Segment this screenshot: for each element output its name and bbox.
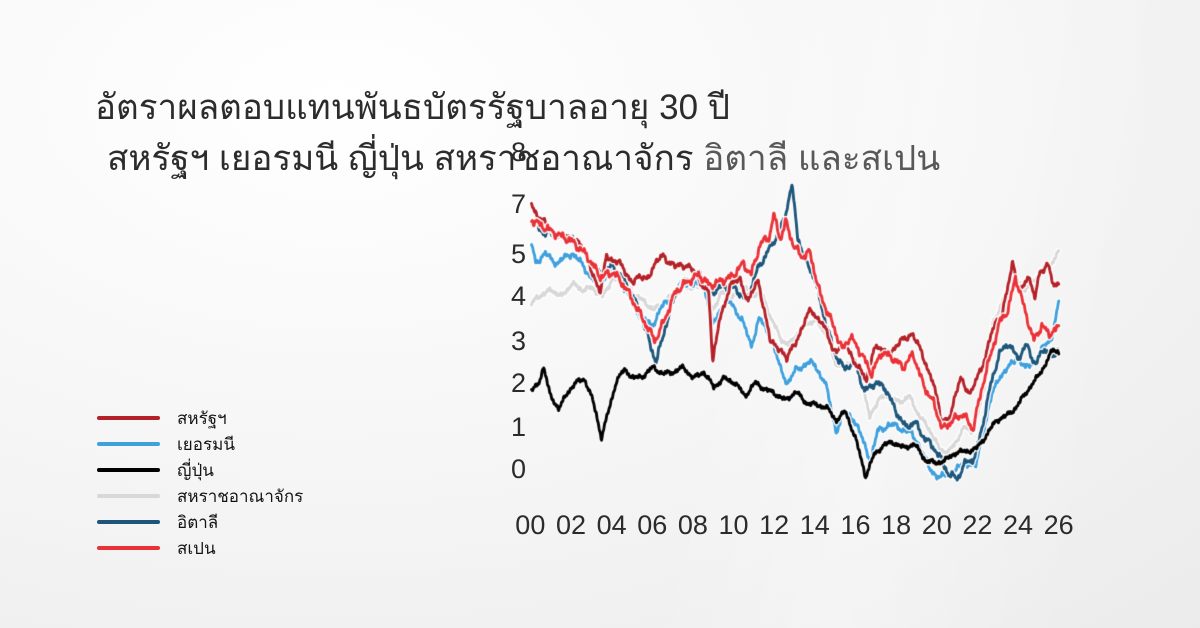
chart-title-line2: สหรัฐฯ เยอรมนี ญี่ปุ่น สหราชอาณาจักร อิต… — [107, 137, 1007, 181]
x-axis-tick-label: 18 — [881, 510, 912, 540]
x-axis-tick-label: 26 — [1043, 510, 1074, 540]
x-axis-tick-label: 06 — [637, 510, 668, 540]
legend-label: อิตาลี — [177, 512, 219, 532]
x-axis-tick-label: 22 — [962, 510, 993, 540]
x-axis-tick-label: 02 — [555, 510, 586, 540]
legend: สหรัฐฯ เยอรมนี ญี่ปุ่น สหราชอาณาจักร อิต… — [97, 405, 303, 561]
legend-item-us: สหรัฐฯ — [97, 405, 303, 431]
chart-title-line1: อัตราผลตอบแทนพันธบัตรรัฐบาลอายุ 30 ปี — [95, 88, 730, 127]
legend-label: สหราชอาณาจักร — [177, 486, 304, 506]
y-axis-tick-label: 0 — [510, 454, 526, 484]
x-axis-tick-label: 24 — [1002, 510, 1034, 540]
legend-label: เยอรมนี — [177, 434, 235, 454]
x-axis-tick-label: 16 — [840, 510, 871, 540]
legend-label: ญี่ปุ่น — [177, 460, 214, 480]
y-axis-tick-label: 1 — [510, 412, 526, 442]
legend-swatch — [97, 519, 160, 525]
y-axis-tick-label: 8 — [510, 137, 526, 167]
x-axis-tick-label: 10 — [718, 510, 749, 540]
chart-title-line2-tail: อิตาลี และสเปน — [703, 139, 941, 178]
legend-swatch — [97, 467, 160, 473]
x-axis-tick-label: 08 — [677, 510, 708, 540]
x-axis-tick-label: 14 — [799, 510, 830, 540]
legend-label: สหรัฐฯ — [177, 408, 227, 428]
y-axis-tick-label: 3 — [510, 326, 526, 356]
legend-swatch — [97, 545, 160, 551]
legend-swatch — [97, 441, 160, 447]
legend-label: สเปน — [177, 538, 216, 558]
legend-swatch — [97, 493, 160, 499]
x-axis-tick-label: 00 — [515, 510, 546, 540]
x-axis: 00 02 04 06 08 10 12 14 16 18 20 22 24 2… — [510, 508, 1079, 542]
y-axis-tick-label: 4 — [510, 281, 526, 311]
y-axis-tick-label: 2 — [510, 368, 526, 398]
legend-item-japan: ญี่ปุ่น — [97, 457, 303, 483]
chart-title-line2-main: สหรัฐฯ เยอรมนี ญี่ปุ่น สหราชอาณาจักร — [107, 139, 704, 178]
x-axis-tick-label: 12 — [759, 510, 790, 540]
legend-item-italy: อิตาลี — [97, 509, 303, 535]
y-axis-tick-label: 7 — [510, 189, 526, 219]
legend-item-uk: สหราชอาณาจักร — [97, 483, 303, 509]
y-axis-tick-label: 5 — [510, 239, 526, 269]
x-axis-tick-label: 20 — [921, 510, 952, 540]
legend-item-spain: สเปน — [97, 535, 303, 561]
x-axis-tick-label: 04 — [596, 510, 627, 540]
legend-item-germany: เยอรมนี — [97, 431, 303, 457]
legend-swatch — [97, 415, 160, 421]
